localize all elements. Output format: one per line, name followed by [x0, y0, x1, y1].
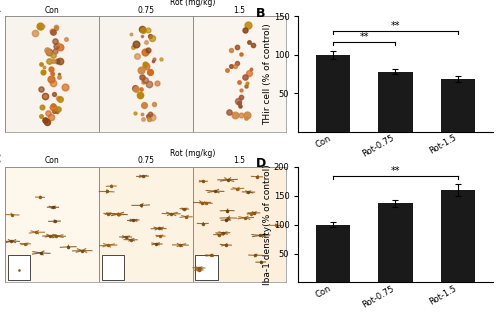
Bar: [441, 79, 476, 132]
Bar: [99, 167, 192, 282]
Bar: [378, 72, 412, 132]
Text: 0.75: 0.75: [137, 156, 154, 166]
Bar: [192, 167, 286, 282]
Text: Con: Con: [44, 6, 60, 15]
Text: 1.5: 1.5: [234, 6, 245, 15]
Text: Con: Con: [44, 156, 60, 166]
Bar: [441, 190, 476, 282]
Text: **: **: [360, 31, 369, 41]
Text: 0.75: 0.75: [137, 6, 154, 15]
Text: **: **: [390, 21, 400, 31]
Bar: [378, 203, 412, 282]
Bar: [192, 16, 286, 132]
Bar: [8, 255, 30, 280]
Text: 1.5: 1.5: [234, 156, 245, 166]
Bar: [316, 55, 350, 132]
Bar: [102, 255, 124, 280]
Text: **: **: [390, 166, 400, 176]
Bar: [196, 255, 218, 280]
Bar: [316, 225, 350, 282]
Text: B: B: [256, 7, 265, 20]
Bar: [5, 16, 99, 132]
Text: Rot (mg/kg): Rot (mg/kg): [170, 149, 216, 158]
Bar: [5, 167, 99, 282]
Y-axis label: Iba-1 density(% of control): Iba-1 density(% of control): [263, 164, 272, 285]
Text: Rot (mg/kg): Rot (mg/kg): [170, 0, 216, 7]
Bar: [99, 16, 192, 132]
Y-axis label: THir cell (% of control): THir cell (% of control): [263, 23, 272, 125]
Text: D: D: [256, 157, 266, 170]
